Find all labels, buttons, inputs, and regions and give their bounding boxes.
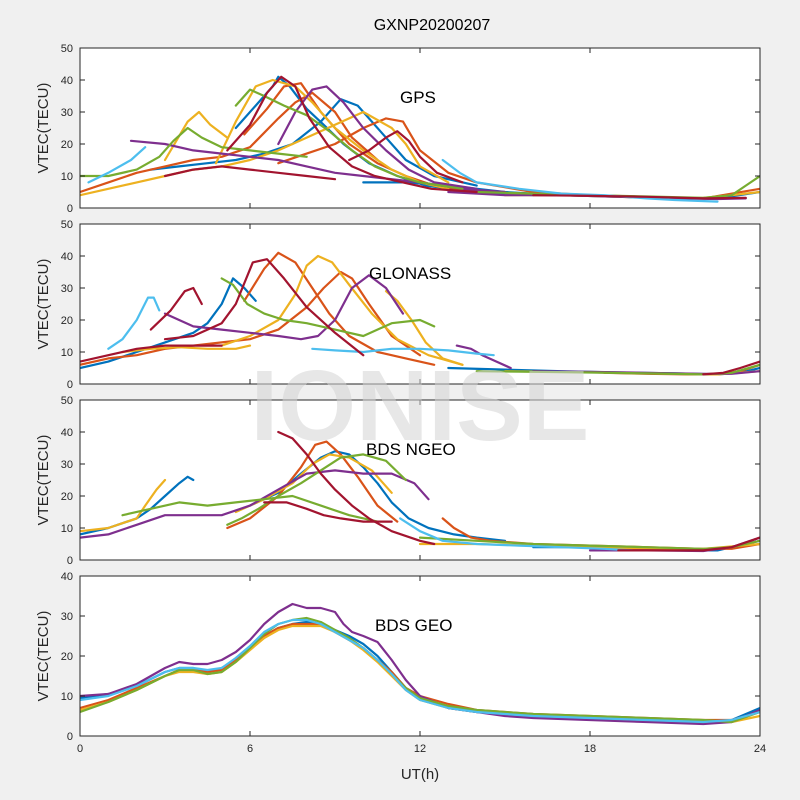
- y-tick-label: 40: [61, 75, 73, 87]
- panel-label: BDS NGEO: [366, 440, 456, 459]
- y-tick-label: 10: [61, 347, 73, 359]
- series-line: [263, 501, 393, 523]
- y-axis-label: VTEC(TECU): [35, 611, 52, 702]
- series-line: [80, 616, 760, 724]
- series-group: [80, 602, 760, 726]
- y-tick-label: 30: [61, 459, 73, 471]
- series-line: [107, 296, 161, 350]
- y-tick-label: 10: [61, 171, 73, 183]
- series-line: [243, 251, 436, 366]
- y-axis-label: VTEC(TECU): [35, 259, 52, 350]
- panel-1: 0 10 20 30 40 50 VTEC(TECU) GLONASS: [35, 219, 761, 391]
- series-line: [226, 440, 399, 530]
- y-tick-label: 0: [67, 379, 73, 391]
- x-tick-label: 18: [584, 743, 596, 755]
- y-tick-label: 10: [61, 691, 73, 703]
- panel-0: 0 10 20 30 40 50 VTEC(TECU) GPS: [35, 43, 761, 215]
- panel-label: GLONASS: [369, 264, 451, 283]
- y-tick-label: 0: [67, 203, 73, 215]
- panel-label: BDS GEO: [375, 616, 452, 635]
- series-line: [234, 453, 393, 514]
- series-line: [702, 360, 760, 376]
- x-tick-label: 12: [414, 743, 426, 755]
- y-tick-label: 20: [61, 651, 73, 663]
- series-group: [80, 251, 760, 376]
- panel-label: GPS: [400, 88, 436, 107]
- series-line: [121, 494, 379, 523]
- series-line: [80, 91, 379, 194]
- series-line: [475, 363, 760, 376]
- series-line: [80, 469, 430, 539]
- series-line: [234, 88, 464, 190]
- chart-title: GXNP20200207: [374, 17, 491, 34]
- plot-area: [80, 576, 760, 736]
- series-line: [348, 130, 464, 184]
- series-line: [384, 290, 464, 366]
- series-line: [80, 344, 223, 363]
- series-line: [80, 618, 760, 724]
- series-line: [163, 165, 337, 181]
- y-axis-label: VTEC(TECU): [35, 435, 52, 526]
- series-line: [80, 110, 450, 197]
- series-line: [532, 194, 747, 200]
- panel-3: 0 10 20 30 40 0 6 12 18 24 VTEC(TECU) BDS GEO: [35, 571, 766, 755]
- x-axis-label: UT(h): [401, 766, 439, 783]
- series-line: [617, 536, 760, 552]
- y-tick-label: 30: [61, 107, 73, 119]
- y-tick-label: 40: [61, 571, 73, 583]
- series-line: [220, 277, 436, 338]
- y-tick-label: 10: [61, 523, 73, 535]
- y-tick-label: 30: [61, 283, 73, 295]
- y-axis-label: VTEC(TECU): [35, 83, 52, 174]
- x-tick-label: 0: [77, 743, 83, 755]
- series-line: [87, 146, 147, 184]
- series-line: [163, 274, 405, 341]
- series-line: [226, 453, 407, 526]
- series-line: [149, 98, 478, 187]
- y-tick-label: 20: [61, 491, 73, 503]
- y-tick-label: 50: [61, 43, 73, 55]
- series-line: [399, 517, 634, 552]
- series-line: [149, 286, 203, 331]
- y-tick-label: 50: [61, 395, 73, 407]
- panels-group: 0 10 20 30 40 50 VTEC(TECU) GPS 0 10 20 30 40 50 VTEC(…: [35, 43, 766, 755]
- y-tick-label: 0: [67, 731, 73, 743]
- series-line: [80, 270, 422, 366]
- series-line: [441, 158, 719, 203]
- panel-2: 0 10 20 30 40 50 VTEC(TECU) BDS NGEO: [35, 395, 761, 567]
- y-tick-label: 40: [61, 427, 73, 439]
- y-tick-label: 0: [67, 555, 73, 567]
- x-tick-label: 6: [247, 743, 253, 755]
- series-line: [277, 85, 478, 190]
- y-tick-label: 50: [61, 219, 73, 231]
- series-line: [80, 126, 308, 178]
- series-group: [80, 430, 760, 553]
- series-line: [80, 602, 760, 726]
- series-line: [226, 75, 478, 194]
- series-line: [214, 78, 450, 190]
- series-line: [163, 258, 365, 357]
- y-tick-label: 20: [61, 315, 73, 327]
- series-line: [220, 254, 464, 366]
- y-tick-label: 30: [61, 611, 73, 623]
- x-tick-label: 24: [754, 743, 766, 755]
- series-line: [311, 347, 495, 357]
- series-line: [121, 344, 252, 354]
- y-tick-label: 20: [61, 139, 73, 151]
- series-line: [277, 430, 436, 546]
- plot-area: [80, 224, 760, 384]
- y-tick-label: 40: [61, 251, 73, 263]
- series-group: [80, 75, 760, 203]
- watermark: IONISE: [251, 350, 590, 462]
